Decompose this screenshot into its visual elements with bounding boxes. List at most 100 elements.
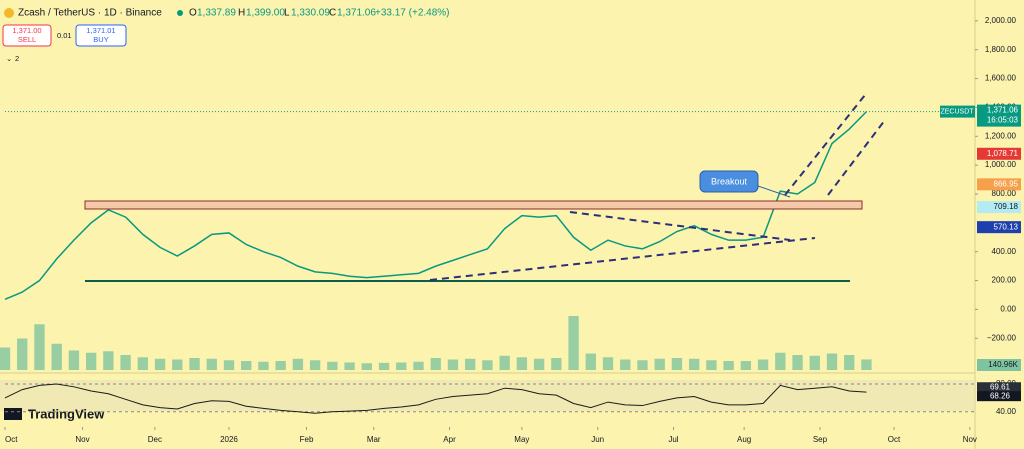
ma-label: 709.18: [994, 202, 1019, 211]
volume-bar: [533, 358, 545, 370]
brand: TradingView: [28, 406, 105, 421]
volume-bar: [637, 360, 648, 370]
volume-bar: [551, 358, 562, 370]
y-tick-label: −200.00: [987, 333, 1017, 342]
volume-bar: [361, 363, 372, 370]
volume-bar: [17, 338, 28, 370]
ma-label-box: [977, 201, 1021, 214]
volume-bar: [482, 360, 493, 370]
volume-bar: [706, 360, 717, 370]
ma-label-box: [977, 221, 1021, 234]
ma-label: 570.13: [994, 222, 1019, 231]
annotation-box: [699, 170, 759, 193]
buy-label[interactable]: BUY: [93, 35, 108, 44]
y-tick-label: 1,000.00: [985, 160, 1017, 169]
volume-bar: [85, 352, 97, 370]
volume-bar: [654, 358, 665, 370]
volume-bar: [740, 361, 752, 370]
h-value: 1,399.00: [246, 8, 285, 19]
volume-bar: [378, 362, 390, 370]
volume-bar: [861, 359, 872, 370]
volume-bar: [189, 358, 200, 370]
x-tick-label: Dec: [148, 435, 162, 444]
trend-lines: [429, 94, 886, 281]
rsi-label: 69.61: [990, 382, 1011, 391]
x-tick-label: Jul: [668, 435, 678, 444]
ma-label-box: [977, 147, 1021, 160]
volume-bar: [413, 361, 424, 370]
coin-icon: [4, 8, 14, 18]
last-price: 1,371.06: [987, 106, 1019, 115]
collapse-icon[interactable]: ⌄: [6, 54, 12, 63]
volume-bar: [344, 362, 355, 370]
volume-bar: [775, 352, 786, 370]
annotation: Breakout: [711, 176, 748, 186]
ma-label-box: [977, 178, 1021, 191]
sell-price[interactable]: 1,371.00: [12, 26, 41, 35]
x-tick-label: Feb: [300, 435, 314, 444]
volume-bar: [602, 357, 614, 370]
volume-bar: [120, 355, 131, 370]
ascending-trendline: [429, 237, 816, 281]
y-tick-label: 400.00: [992, 247, 1017, 256]
x-tick-label: Oct: [888, 435, 901, 444]
volume-bar: [0, 347, 11, 370]
rsi-band: [0, 380, 975, 411]
x-tick-label: Apr: [443, 435, 456, 444]
x-tick-label: May: [514, 435, 529, 444]
volume-bar: [516, 357, 528, 370]
x-tick-label: Nov: [963, 435, 977, 444]
x-tick-label: Aug: [737, 435, 751, 444]
c-key: C: [329, 8, 336, 19]
volume-bar: [275, 361, 286, 370]
sell-button[interactable]: [2, 24, 52, 47]
rsi-tick-label: 40.00: [996, 407, 1017, 416]
y-tick-label: 1,600.00: [985, 74, 1017, 83]
volume-bar: [688, 358, 700, 370]
rsi-label-box: [977, 391, 1021, 402]
spread: 0.01: [57, 31, 72, 40]
buy-price[interactable]: 1,371.01: [86, 26, 115, 35]
volume-bar: [154, 358, 166, 370]
volume-bar: [585, 353, 596, 370]
volume-bar: [568, 316, 579, 370]
volume-bar: [327, 361, 338, 370]
change: +33.17 (+2.48%): [375, 8, 450, 19]
volume-bar: [172, 359, 183, 370]
symbol-title: Zcash / TetherUS · 1D · Binance: [18, 8, 162, 19]
volume-bar: [809, 355, 820, 370]
volume-bar: [757, 359, 769, 370]
volume-bar: [309, 360, 321, 370]
x-tick-label: 2026: [220, 435, 238, 444]
l-key: L: [284, 8, 290, 19]
volume-bar: [137, 357, 149, 370]
volume-bar: [620, 359, 631, 370]
buy-button[interactable]: [75, 24, 127, 47]
status-dot: [177, 10, 183, 16]
volume-bar: [223, 360, 235, 370]
y-tick-label: 800.00: [992, 189, 1017, 198]
ma-label: 866.95: [994, 179, 1019, 188]
o-key: O: [189, 8, 197, 19]
x-tick-label: Mar: [367, 435, 381, 444]
y-tick-label: 200.00: [992, 276, 1017, 285]
x-tick-label: Nov: [75, 435, 89, 444]
indicator-count[interactable]: 2: [15, 54, 19, 63]
sell-label[interactable]: SELL: [18, 35, 36, 44]
rsi-label: 68.26: [990, 391, 1011, 400]
volume-bar: [792, 355, 803, 370]
volume-bar: [51, 343, 62, 370]
volume-bar: [241, 361, 252, 370]
y-tick-label: 1,200.00: [985, 131, 1017, 140]
volume-bar: [103, 351, 114, 370]
l-value: 1,330.09: [291, 8, 330, 19]
volume-bar: [844, 355, 855, 370]
y-tick-label: 0.00: [1000, 305, 1016, 314]
channel-lower: [827, 119, 886, 196]
volume-bar: [258, 361, 269, 370]
descending-trendline: [569, 211, 791, 241]
volume-bar: [465, 358, 476, 370]
volume-label: 140.96K: [988, 360, 1018, 369]
resistance-zone: [84, 200, 863, 210]
